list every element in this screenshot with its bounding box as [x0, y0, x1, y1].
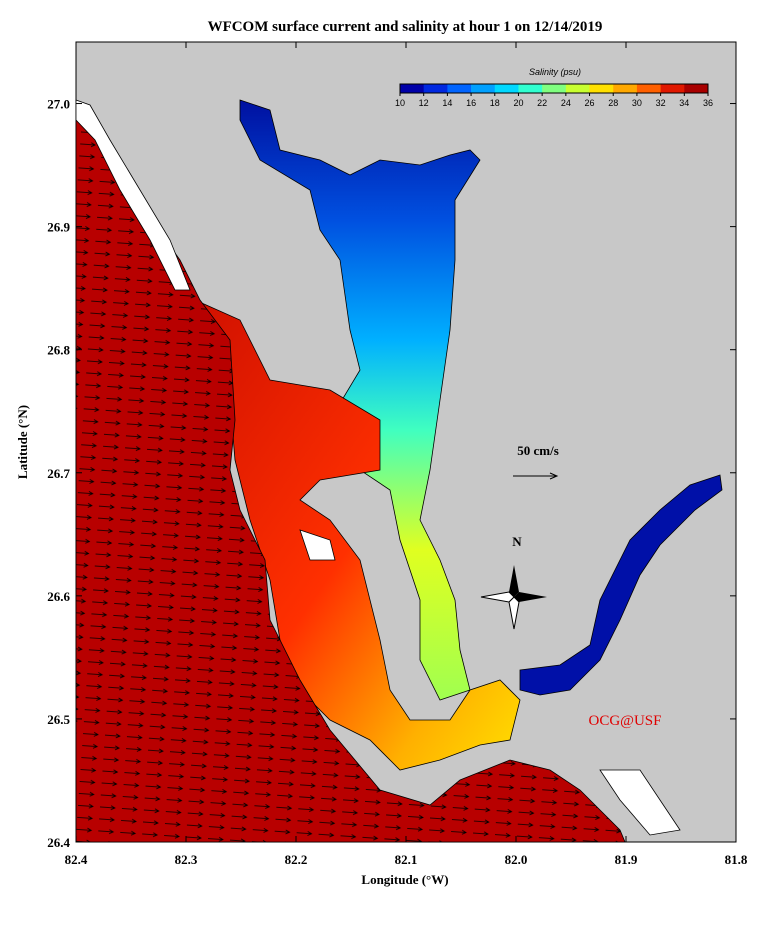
x-tick-label: 82.2 — [285, 852, 308, 867]
colorbar-tick-label: 12 — [419, 98, 429, 108]
y-tick-label: 26.5 — [47, 712, 70, 727]
y-tick-label: 26.9 — [47, 220, 70, 235]
x-axis-label: Longitude (°W) — [361, 872, 448, 887]
colorbar-segment — [400, 84, 424, 93]
y-tick-label: 27.0 — [47, 97, 70, 112]
x-tick-label: 82.4 — [65, 852, 88, 867]
colorbar-segment — [565, 84, 590, 93]
colorbar-tick-label: 20 — [513, 98, 523, 108]
colorbar-tick-label: 10 — [395, 98, 405, 108]
colorbar-segment — [589, 84, 614, 93]
colorbar-segment — [542, 84, 567, 93]
colorbar-label: Salinity (psu) — [529, 67, 581, 77]
scale-label: 50 cm/s — [517, 443, 559, 458]
colorbar-tick-label: 36 — [703, 98, 713, 108]
colorbar-segment — [636, 84, 661, 93]
colorbar-segment — [494, 84, 519, 93]
water-bodies — [75, 98, 723, 843]
colorbar-tick-label: 34 — [679, 98, 689, 108]
colorbar-tick-label: 26 — [585, 98, 595, 108]
colorbar-tick-label: 32 — [656, 98, 666, 108]
scale-arrow-head — [549, 472, 559, 480]
colorbar-segment — [518, 84, 543, 93]
x-tick-label: 82.3 — [175, 852, 198, 867]
colorbar-tick-label: 22 — [537, 98, 547, 108]
colorbar-tick-label: 30 — [632, 98, 642, 108]
colorbar-segment — [423, 84, 448, 93]
colorbar-segment — [660, 84, 685, 93]
colorbar-segment — [613, 84, 638, 93]
colorbar-tick-label: 28 — [608, 98, 618, 108]
y-tick-label: 26.4 — [47, 835, 70, 850]
credit: OCG@USF — [588, 713, 661, 729]
chart-title: WFCOM surface current and salinity at ho… — [208, 19, 603, 35]
y-tick-label: 26.6 — [47, 589, 70, 604]
x-tick-label: 82.1 — [395, 852, 418, 867]
x-tick-label: 81.9 — [615, 852, 638, 867]
colorbar-segment — [684, 84, 709, 93]
compass: N — [480, 534, 547, 630]
x-tick-label: 82.0 — [505, 852, 528, 867]
colorbar-frame — [399, 83, 709, 94]
colorbar-tick-label: 16 — [466, 98, 476, 108]
y-tick-label: 26.8 — [47, 343, 70, 358]
colorbar-tick-label: 18 — [490, 98, 500, 108]
x-tick-label: 81.8 — [725, 852, 748, 867]
y-tick-label: 26.7 — [47, 466, 70, 481]
colorbar-tick-label: 24 — [561, 98, 571, 108]
colorbar-segment — [447, 84, 472, 93]
colorbar-segment — [471, 84, 496, 93]
north-label: N — [512, 534, 522, 549]
y-axis-label: Latitude (°N) — [15, 405, 30, 479]
colorbar-tick-label: 14 — [442, 98, 452, 108]
